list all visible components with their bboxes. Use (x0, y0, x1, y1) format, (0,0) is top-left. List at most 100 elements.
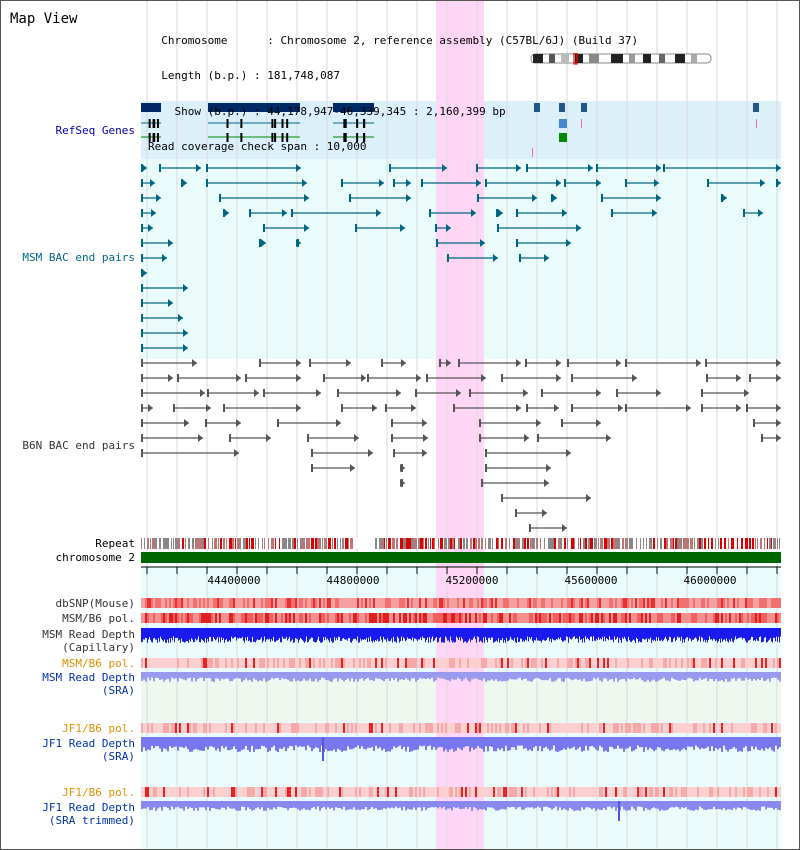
msm-depth-capillary-bar (651, 628, 652, 643)
jf1-depth-bar (147, 737, 149, 750)
msm-depth-capillary-bar (216, 628, 217, 640)
msm-depth-capillary-bar (538, 628, 539, 641)
msm-bac-pair-end (476, 179, 481, 187)
jf1-b6-pol-trim-heat-cell (731, 787, 733, 797)
track-label-repeat[interactable]: Repeat (95, 537, 135, 550)
msm-depth-capillary-bar (330, 628, 331, 639)
dbsnp-heat-cell (747, 598, 749, 608)
jf1-depth-trim-bar (379, 801, 381, 810)
msm-b6-pol-heat-cell (471, 613, 473, 623)
jf1-b6-pol-trim-heat-cell (331, 787, 333, 797)
jf1-b6-pol-heat-cell (709, 723, 711, 733)
dbsnp-heat-cell (141, 598, 143, 608)
track-label-msm-depth-capillary[interactable]: MSM Read Depth (42, 628, 135, 641)
jf1-depth-bar (335, 737, 337, 752)
jf1-depth-trim-bar (423, 801, 425, 808)
jf1-depth-bar (367, 737, 369, 748)
msm-depth-capillary-bar (669, 628, 670, 637)
msm-b6-pol-sra-heat-cell (731, 658, 733, 668)
exon-mark (226, 133, 229, 142)
msm-b6-pol-heat-cell (569, 613, 571, 623)
dbsnp-heat-cell (305, 598, 307, 608)
chromosome-ideogram[interactable] (529, 53, 713, 65)
msm-b6-pol-sra-heat-cell (555, 658, 557, 668)
msm-depth-sra-bar (555, 672, 557, 681)
msm-depth-sra-bar (295, 672, 297, 682)
msm-depth-sra-bar (173, 672, 175, 679)
jf1-b6-pol-trim-heat-cell (213, 787, 215, 797)
b6n-bac-pair-end (236, 374, 241, 382)
msm-b6-pol-heat-cell (301, 613, 303, 623)
msm-b6-pol-sra-heat-cell (149, 658, 151, 668)
jf1-b6-pol-trim-heat-cell (247, 787, 249, 797)
b6n-bac-pair-end (556, 374, 561, 382)
jf1-b6-pol-heat-cell (207, 723, 209, 733)
jf1-depth-bar (145, 737, 147, 751)
jf1-b6-pol-trim-heat-cell (333, 787, 335, 797)
repeat-mark (386, 538, 387, 549)
track-label-refseq[interactable]: RefSeq Genes (55, 124, 135, 137)
msm-b6-pol-heat-cell (441, 613, 443, 623)
msm-b6-pol-sra-heat-cell (491, 658, 493, 668)
jf1-depth-bar (631, 737, 633, 752)
jf1-depth-trim-bar (409, 801, 411, 810)
msm-depth-capillary-bar (340, 628, 341, 641)
jf1-b6-pol-heat-cell (309, 723, 311, 733)
jf1-depth-trim-bar (679, 801, 681, 810)
track-label-dbsnp[interactable]: dbSNP(Mouse) (55, 597, 135, 610)
msm-b6-pol-sra-heat-cell (427, 658, 429, 668)
jf1-b6-pol-heat-cell (547, 723, 549, 733)
track-label-msm-bac[interactable]: MSM BAC end pairs (22, 251, 135, 264)
jf1-depth-trim-bar (671, 801, 673, 808)
b6n-bac-pair-end (479, 419, 481, 427)
msm-depth-sra-bar (305, 672, 307, 681)
dbsnp-heat-cell (339, 598, 341, 608)
jf1-b6-pol-heat-cell (447, 723, 449, 733)
msm-depth-capillary-bar (427, 628, 428, 638)
track-label-jf1-depth-trimmed[interactable]: JF1 Read Depth (42, 801, 135, 814)
msm-b6-pol-sra-heat-cell (595, 658, 597, 668)
msm-b6-pol-sra-heat-cell (533, 658, 535, 668)
jf1-depth-trim-bar (141, 801, 143, 810)
jf1-b6-pol-trim-heat-cell (165, 787, 167, 797)
msm-b6-pol-heat-cell (759, 613, 761, 623)
msm-depth-capillary-bar (549, 628, 550, 642)
msm-b6-pol-sra-heat-cell (687, 658, 689, 668)
jf1-b6-pol-heat-cell (489, 723, 491, 733)
jf1-b6-pol-trim-heat-cell (409, 787, 411, 797)
track-label-b6n-bac[interactable]: B6N BAC end pairs (22, 439, 135, 452)
msm-depth-capillary-bar (554, 628, 555, 641)
msm-depth-sra-bar (313, 672, 315, 682)
dbsnp-heat-cell (527, 598, 529, 608)
msm-depth-capillary-bar (508, 628, 509, 641)
track-label-msm-depth-sra[interactable]: MSM Read Depth (42, 671, 135, 684)
jf1-depth-bar (439, 737, 441, 747)
exon-mark (271, 133, 274, 142)
jf1-b6-pol-heat-cell (693, 723, 695, 733)
jf1-depth-bar (243, 737, 245, 750)
msm-depth-sra-bar (697, 672, 699, 681)
msm-depth-capillary-bar (637, 628, 638, 639)
track-label-msm-b6-pol[interactable]: MSM/B6 pol. (62, 612, 135, 625)
jf1-b6-pol-trim-heat-cell (741, 787, 743, 797)
jf1-depth-trim-bar (777, 801, 779, 810)
msm-depth-capillary-bar (316, 628, 317, 643)
repeat-mark (611, 538, 614, 549)
jf1-b6-pol-heat-cell (509, 723, 511, 733)
track-label-jf1-b6-pol-trimmed[interactable]: JF1/B6 pol. (62, 786, 135, 799)
msm-depth-sra-bar (269, 672, 271, 680)
msm-depth-capillary-bar (628, 628, 629, 637)
track-label-msm-b6-pol-sra[interactable]: MSM/B6 pol. (62, 657, 135, 670)
msm-b6-pol-heat-cell (289, 613, 291, 623)
track-label-jf1-depth[interactable]: JF1 Read Depth (42, 737, 135, 750)
track-label-jf1-b6-pol[interactable]: JF1/B6 pol. (62, 722, 135, 735)
jf1-depth-trim-bar (459, 801, 461, 810)
track-label-chromosome[interactable]: chromosome 2 (55, 551, 135, 564)
dbsnp-heat-cell (271, 598, 273, 608)
exon-mark (226, 119, 229, 128)
msm-depth-capillary-bar (597, 628, 598, 641)
msm-bac-pair-end (141, 239, 143, 247)
jf1-depth-trim-bar (451, 801, 453, 811)
msm-depth-sra-bar (533, 672, 535, 680)
jf1-depth-trim-bar (357, 801, 359, 810)
